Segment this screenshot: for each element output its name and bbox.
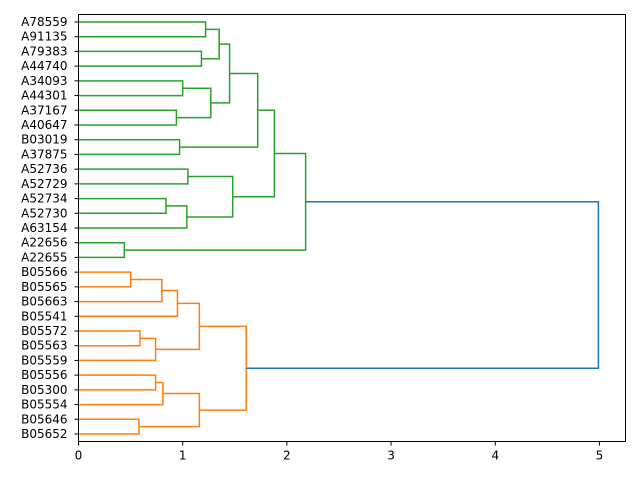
merge-link-n19	[78, 289, 179, 318]
merge-link-n14	[232, 109, 276, 198]
leaf-label: A22656	[21, 236, 67, 250]
leaf-label: A44301	[21, 89, 67, 103]
leaf-label: A79383	[21, 44, 67, 58]
merge-link-n16	[124, 152, 307, 251]
x-tick-label: 1	[179, 449, 187, 463]
leaf-label: A91135	[21, 30, 67, 44]
merge-link-n15	[78, 241, 126, 259]
x-tick-label: 2	[283, 449, 291, 463]
leaf-label: A63154	[21, 221, 67, 235]
leaf-label: B05554	[21, 398, 67, 412]
merge-link-n11	[78, 197, 167, 215]
merge-link-n27	[199, 325, 247, 411]
x-tick-label: 5	[596, 449, 604, 463]
merge-link-n12	[78, 205, 188, 229]
merge-link-n2	[78, 50, 203, 67]
leaf-label: A52730	[21, 206, 67, 220]
merge-link-n23	[78, 374, 157, 391]
leaf-label: A37875	[21, 147, 67, 161]
leaf-label: A22655	[21, 250, 67, 264]
merge-link-n18	[78, 278, 163, 303]
merge-link-n7	[210, 43, 231, 104]
x-axis: 0 1 2 3 4 5	[75, 441, 604, 463]
leaf-label: B05663	[21, 295, 67, 309]
merge-link-n4	[78, 80, 184, 97]
leaf-label: A52736	[21, 162, 67, 176]
leaf-label: B05556	[21, 368, 67, 382]
leaf-label: B05559	[21, 353, 67, 367]
x-tick-label: 0	[75, 449, 83, 463]
merge-link-n1	[78, 21, 207, 38]
leaf-label: B05652	[21, 427, 67, 441]
merge-link-n6	[176, 87, 212, 119]
leaf-label: B05563	[21, 339, 67, 353]
merge-link-n20	[78, 330, 141, 347]
leaf-label: B05541	[21, 309, 67, 323]
leaf-label: B03019	[21, 133, 67, 147]
merge-link-n10	[78, 168, 189, 185]
dendrogram-links	[78, 21, 600, 435]
merge-link-n21	[78, 337, 157, 362]
leaf-label: A44740	[21, 59, 67, 73]
leaf-label: B05572	[21, 324, 67, 338]
plot-frame	[78, 14, 626, 442]
leaf-label: B05300	[21, 383, 67, 397]
merge-link-n13	[186, 175, 234, 218]
merge-link-n8	[78, 138, 181, 156]
x-tick-label: 3	[387, 449, 395, 463]
merge-link-n26	[138, 392, 201, 428]
merge-link-n24	[78, 381, 164, 406]
leaf-label: A34093	[21, 74, 67, 88]
merge-link-n3	[201, 28, 220, 60]
leaf-label: A52734	[21, 192, 67, 206]
leaf-label: A40647	[21, 118, 67, 132]
merge-link-n17	[78, 271, 132, 288]
leaf-label: A37167	[21, 103, 67, 117]
merge-link-n25	[78, 418, 140, 435]
leaf-labels: A78559A91135A79383A44740A34093A44301A371…	[21, 15, 79, 441]
merge-link-n9	[179, 72, 259, 148]
leaf-label: B05566	[21, 265, 67, 279]
x-tick-label: 4	[491, 449, 499, 463]
leaf-label: B05565	[21, 280, 67, 294]
leaf-label: A52729	[21, 177, 67, 191]
leaf-label: A78559	[21, 15, 67, 29]
merge-link-n28	[246, 201, 600, 369]
merge-link-n5	[78, 109, 178, 126]
leaf-label: B05646	[21, 412, 67, 426]
